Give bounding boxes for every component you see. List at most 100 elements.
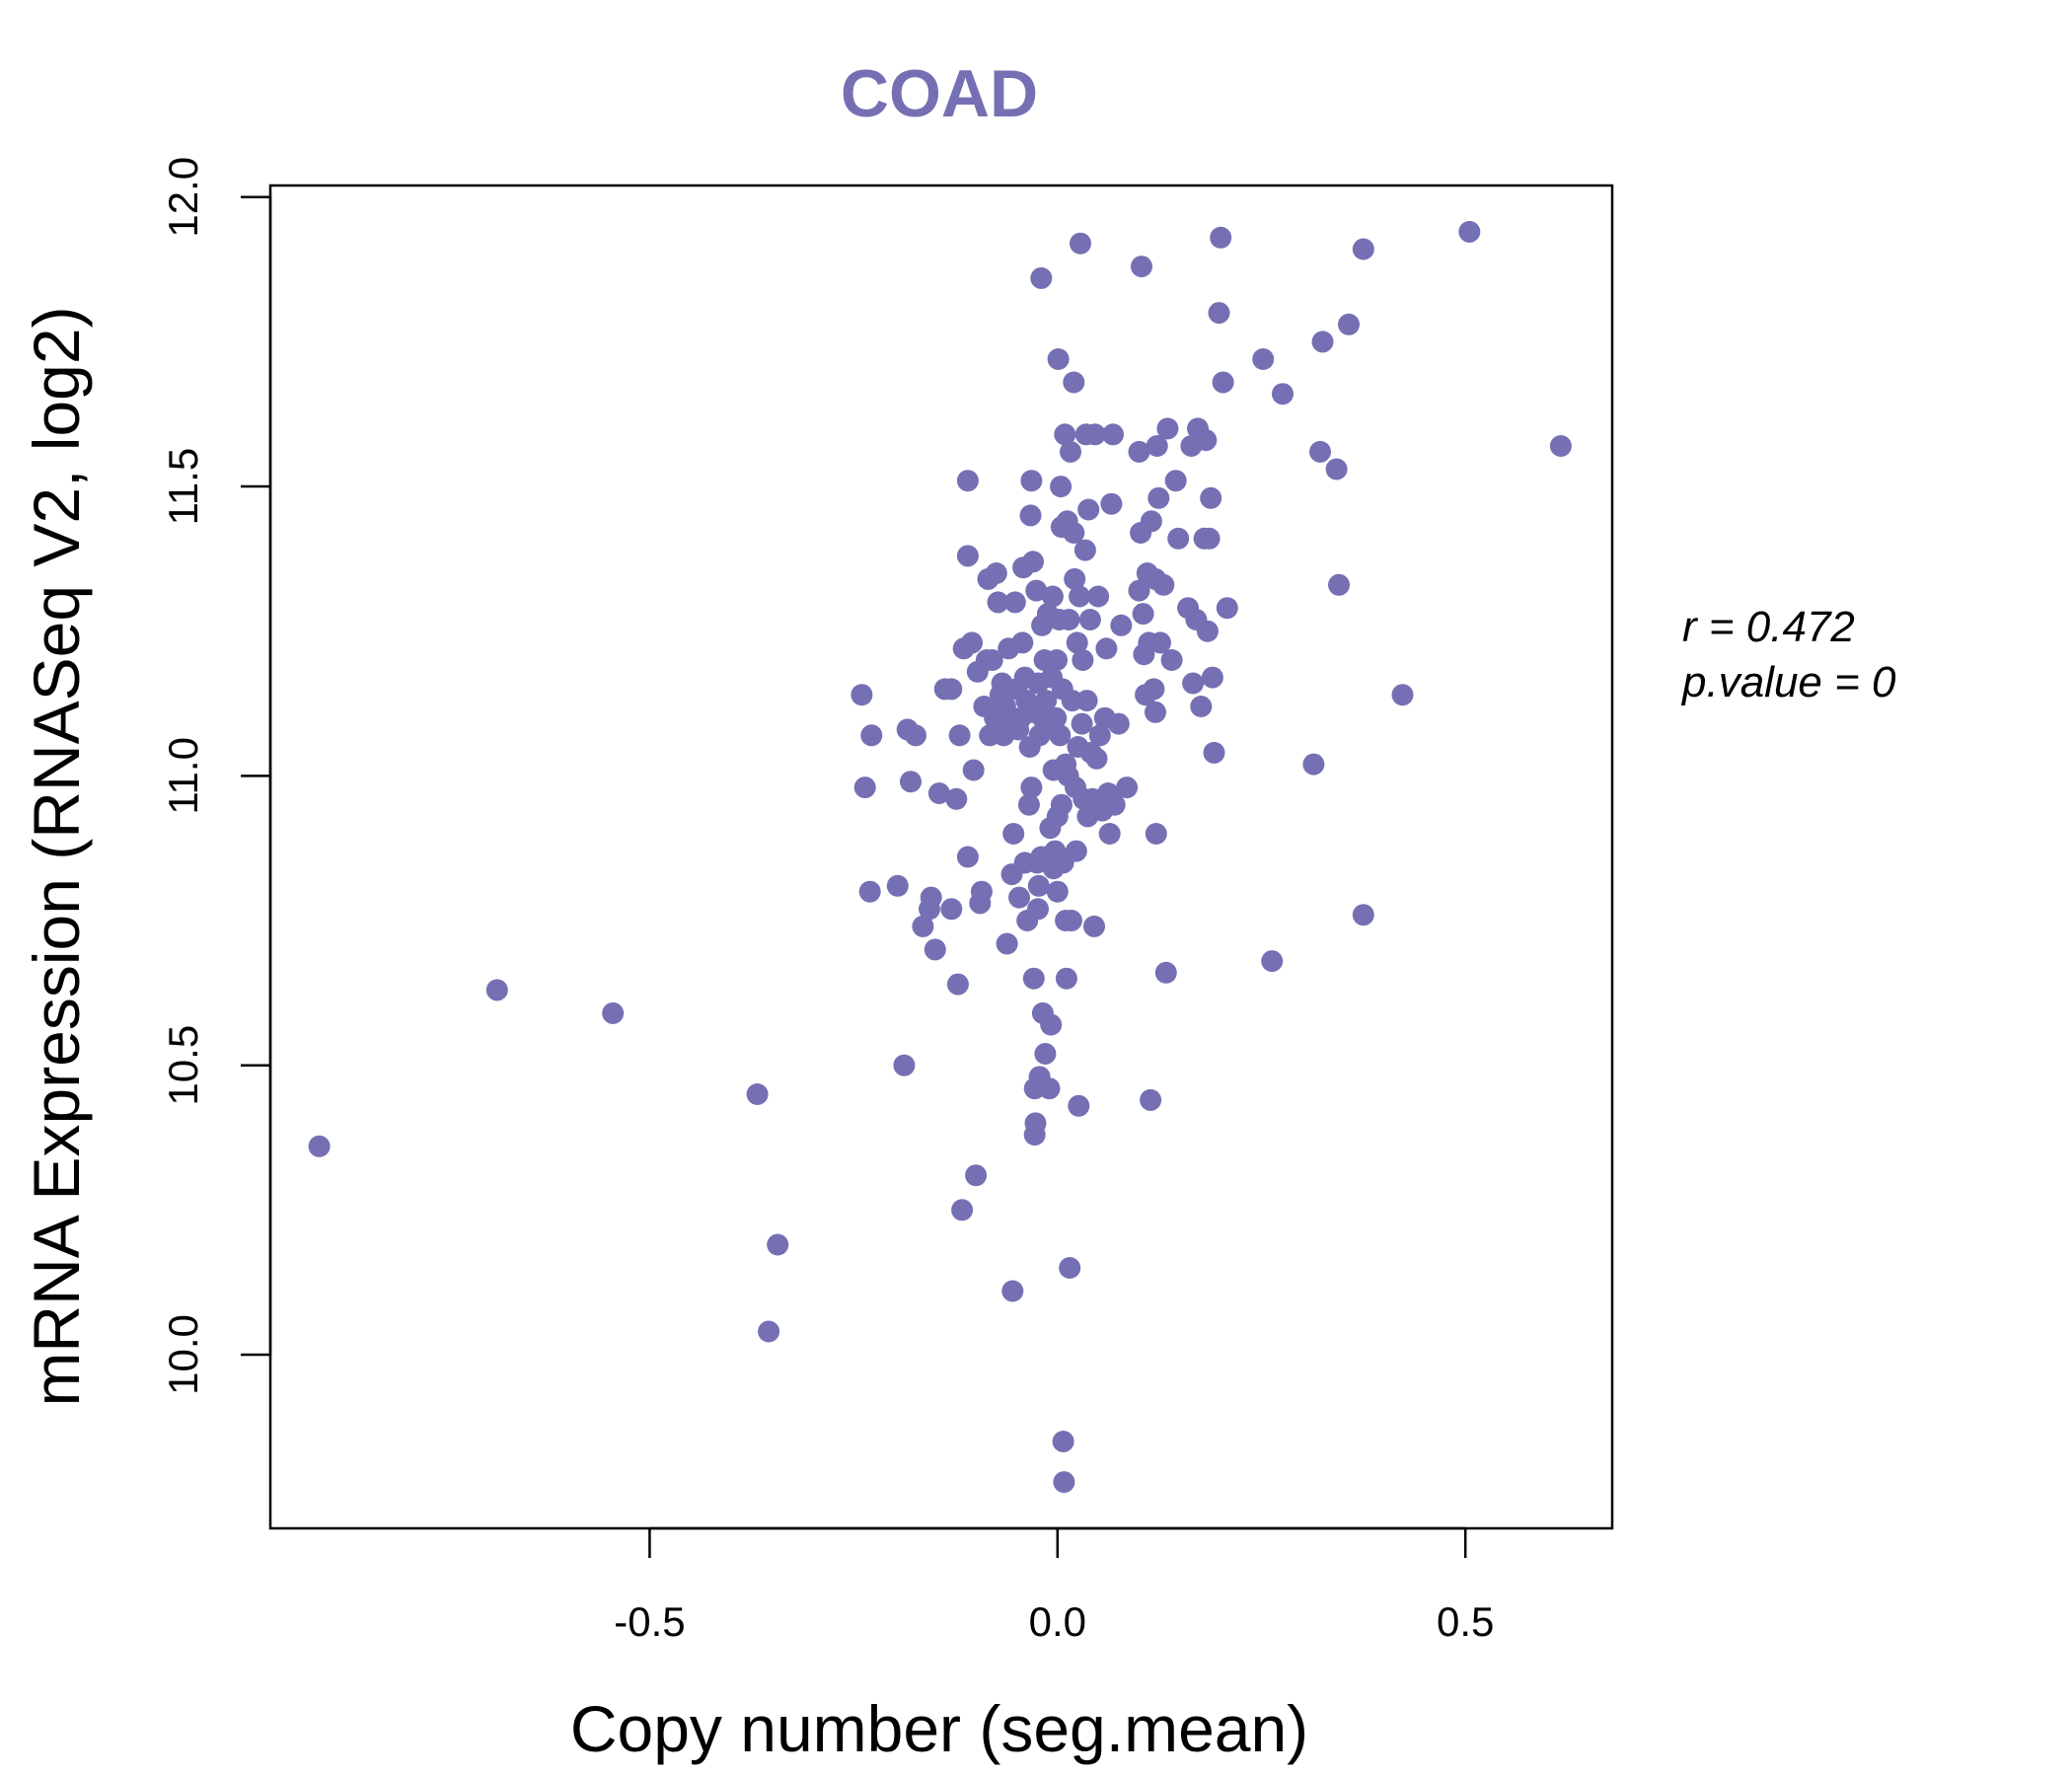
data-point: [1060, 910, 1082, 931]
data-point: [1098, 823, 1121, 845]
data-point: [1210, 226, 1232, 249]
data-point: [965, 1164, 988, 1187]
data-point: [1140, 510, 1162, 533]
data-point: [853, 777, 876, 799]
data-point: [1040, 1013, 1063, 1036]
data-point: [1203, 741, 1225, 764]
data-point: [1147, 486, 1170, 509]
data-point: [886, 874, 909, 897]
data-point: [851, 684, 873, 706]
data-point: [1272, 383, 1294, 406]
data-point: [602, 1001, 625, 1024]
data-point: [1046, 880, 1069, 903]
data-point: [1008, 886, 1030, 909]
x-tick-label: 0.0: [1029, 1598, 1086, 1645]
data-point: [912, 915, 934, 937]
data-point: [1075, 690, 1098, 712]
data-point: [1164, 470, 1187, 492]
data-point: [920, 886, 942, 909]
data-point: [1025, 579, 1048, 602]
data-point: [1352, 904, 1374, 926]
data-point: [1027, 874, 1050, 897]
data-point: [1102, 423, 1124, 446]
data-point: [1309, 440, 1331, 463]
data-point: [1311, 331, 1334, 353]
data-point: [956, 545, 979, 567]
data-point: [1146, 435, 1168, 457]
plot-area-frame: [268, 184, 1614, 1530]
data-point: [1116, 777, 1139, 799]
data-point: [970, 880, 993, 903]
data-point: [946, 973, 969, 996]
data-point: [1152, 573, 1175, 596]
data-point: [948, 724, 971, 747]
data-point: [1047, 348, 1070, 370]
data-point: [927, 782, 950, 804]
data-point: [1003, 591, 1026, 614]
data-point: [1052, 1431, 1074, 1452]
data-point: [1059, 1257, 1081, 1279]
data-point: [1160, 649, 1183, 671]
data-point: [1201, 666, 1223, 689]
data-point: [1167, 527, 1190, 550]
data-point: [1071, 712, 1093, 735]
data-point: [1252, 348, 1275, 370]
data-point: [1066, 631, 1088, 654]
data-point: [1261, 950, 1284, 973]
data-point: [1011, 631, 1034, 654]
data-point: [1049, 724, 1072, 747]
x-axis: -0.5 0.0 0.5: [614, 1526, 1494, 1645]
data-point: [1458, 220, 1481, 243]
data-point: [1087, 585, 1110, 608]
data-point: [961, 631, 983, 654]
data-point: [1100, 492, 1123, 515]
data-point: [1002, 823, 1025, 845]
data-point: [1017, 793, 1040, 816]
data-point: [1072, 649, 1094, 671]
data-point: [1391, 684, 1414, 706]
data-point: [1088, 724, 1111, 747]
data-point: [1208, 302, 1230, 325]
data-point: [1030, 266, 1053, 289]
data-point: [1338, 313, 1360, 335]
x-tick-label: 0.5: [1437, 1598, 1494, 1645]
data-point: [1046, 649, 1068, 671]
data-point: [1077, 498, 1100, 521]
data-point: [1019, 504, 1042, 527]
correlation-r: r = 0.472: [1682, 603, 1855, 651]
data-point: [905, 724, 926, 747]
data-point: [308, 1135, 331, 1157]
data-point: [1149, 631, 1171, 654]
y-tick-label: 10.0: [160, 1314, 206, 1395]
data-point: [1154, 961, 1177, 984]
data-point: [1027, 898, 1049, 921]
y-tick-label: 11.5: [160, 448, 206, 526]
data-point: [1095, 637, 1118, 660]
data-point: [1038, 1077, 1061, 1100]
data-point: [987, 591, 1009, 614]
data-point: [1078, 609, 1101, 630]
data-point: [996, 932, 1018, 955]
data-point: [1128, 440, 1150, 463]
data-point: [945, 787, 968, 810]
data-point: [994, 696, 1016, 717]
data-point: [1325, 458, 1348, 481]
data-point: [1022, 551, 1044, 573]
data-point: [1069, 585, 1091, 608]
data-point: [924, 938, 946, 961]
data-point: [1065, 840, 1087, 862]
data-point: [940, 678, 963, 701]
data-point: [1020, 470, 1043, 492]
data-point: [1085, 747, 1108, 770]
data-point: [1073, 539, 1096, 561]
data-point: [1063, 522, 1085, 544]
data-point: [1190, 696, 1213, 717]
data-point: [1145, 701, 1166, 723]
data-point: [1034, 1043, 1057, 1065]
data-point: [956, 846, 979, 868]
y-tick-label: 12.0: [160, 157, 206, 238]
data-point: [1182, 672, 1205, 695]
data-point: [1083, 423, 1106, 446]
data-point: [893, 1054, 916, 1076]
data-point: [1058, 609, 1080, 630]
